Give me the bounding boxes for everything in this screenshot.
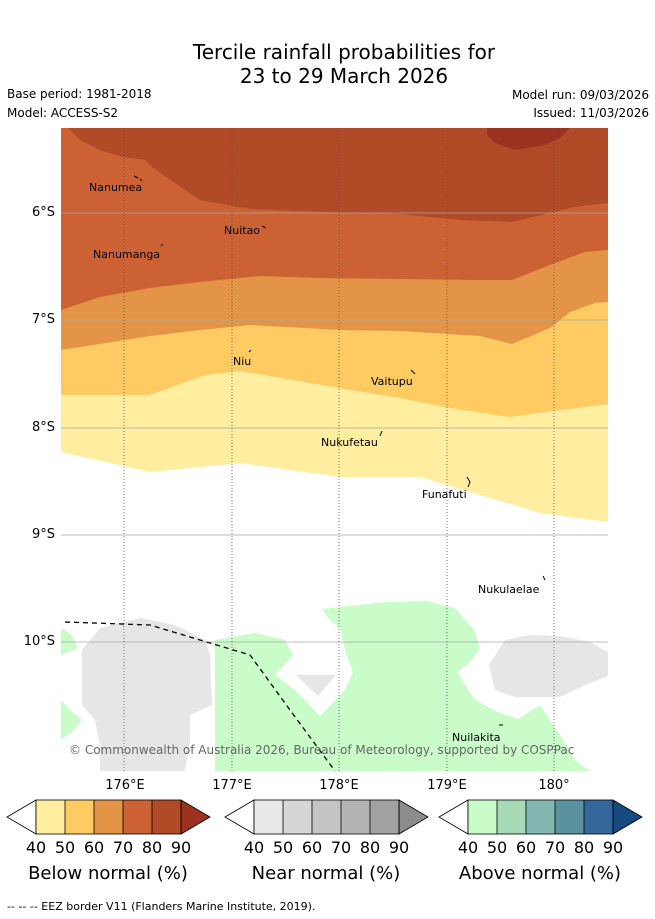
above-tick-40: 40 xyxy=(457,838,479,857)
island-vaitupu xyxy=(410,369,416,375)
above-normal-region-west xyxy=(61,628,78,655)
latitude-gridlines xyxy=(61,212,608,643)
near-normal-region-center xyxy=(296,675,336,696)
near-tick-50: 50 xyxy=(272,838,294,857)
island-nukulaelae xyxy=(542,575,546,581)
model-run: Model run: 09/03/2026 xyxy=(511,88,649,102)
longitude-gridlines xyxy=(123,128,555,771)
band-below-90 xyxy=(487,128,570,150)
colorbar-below-swatch-5 xyxy=(152,800,181,834)
colorbar-below-swatch-4 xyxy=(123,800,152,834)
colorbars xyxy=(6,799,643,835)
near-tick-40: 40 xyxy=(243,838,265,857)
above-tick-60: 60 xyxy=(515,838,537,857)
lon-label-178e: 178°E xyxy=(319,778,359,793)
lat-label-8s: 8°S xyxy=(31,420,55,435)
above-tick-50: 50 xyxy=(486,838,508,857)
colorbar-above-swatch-5 xyxy=(584,800,613,834)
above-tick-80: 80 xyxy=(573,838,595,857)
colorbar-below-min-arrow xyxy=(6,799,37,835)
below-tick-40: 40 xyxy=(25,838,47,857)
colorbar-near-swatch-4 xyxy=(341,800,370,834)
lon-label-180: 180° xyxy=(538,778,570,793)
place-nanumanga: Nanumanga xyxy=(93,248,161,261)
island-nukufetau xyxy=(379,430,383,437)
colorbar-near-max-arrow xyxy=(398,799,429,835)
colorbar-below-swatch-2 xyxy=(65,800,94,834)
copyright-credit: © Commonwealth of Australia 2026, Bureau… xyxy=(69,743,575,757)
colorbar-below-label: Below normal (%) xyxy=(28,863,188,884)
place-nuilakita: Nuilakita xyxy=(452,731,501,744)
colorbar-above-min-arrow xyxy=(438,799,469,835)
eez-legend-footer: -- -- -- EEZ border V11 (Flanders Marine… xyxy=(7,900,316,913)
place-niu: Niu xyxy=(233,355,252,368)
near-normal-region-east xyxy=(489,635,608,697)
above-normal-region xyxy=(215,601,590,771)
lat-label-7s: 7°S xyxy=(31,312,55,327)
island-nuitao xyxy=(261,225,267,229)
map-plot xyxy=(61,128,608,771)
below-tick-80: 80 xyxy=(141,838,163,857)
colorbar-near-label: Near normal (%) xyxy=(251,863,401,884)
near-normal-region-west xyxy=(82,618,212,771)
colorbar-near-swatch-3 xyxy=(312,800,341,834)
near-tick-80: 80 xyxy=(359,838,381,857)
below-tick-60: 60 xyxy=(83,838,105,857)
title-line-2: 23 to 29 March 2026 xyxy=(239,64,449,88)
eez-border xyxy=(64,621,336,771)
above-tick-70: 70 xyxy=(544,838,566,857)
colorbar-above-max-arrow xyxy=(612,799,643,835)
below-tick-70: 70 xyxy=(112,838,134,857)
issued-date: Issued: 11/03/2026 xyxy=(533,106,649,120)
band-below-80 xyxy=(61,128,608,222)
colorbar-near-swatch-5 xyxy=(370,800,399,834)
island-funafuti xyxy=(466,476,471,488)
island-niu xyxy=(248,349,252,353)
colorbar-near xyxy=(224,799,429,835)
island-nanumanga xyxy=(160,243,164,247)
chart-title: Tercile rainfall probabilities for 23 to… xyxy=(0,40,655,88)
lat-label-10s: 10°S xyxy=(23,634,55,649)
colorbar-near-swatch-1 xyxy=(254,800,283,834)
place-nanumea: Nanumea xyxy=(89,181,143,194)
lat-label-6s: 6°S xyxy=(31,205,55,220)
above-normal-region-southwest xyxy=(61,700,82,740)
base-period: Base period: 1981-2018 xyxy=(7,87,152,101)
colorbar-above xyxy=(438,799,643,835)
island-nanumea xyxy=(133,175,143,182)
colorbar-above-label: Above normal (%) xyxy=(458,863,622,884)
colorbar-near-swatch-2 xyxy=(283,800,312,834)
near-tick-60: 60 xyxy=(301,838,323,857)
below-tick-50: 50 xyxy=(54,838,76,857)
colorbar-above-swatch-4 xyxy=(555,800,584,834)
model-name: Model: ACCESS-S2 xyxy=(7,106,119,120)
above-tick-90: 90 xyxy=(602,838,624,857)
lon-label-176e: 176°E xyxy=(105,778,145,793)
title-line-1: Tercile rainfall probabilities for xyxy=(192,40,496,64)
colorbar-below xyxy=(6,799,211,835)
lat-label-9s: 9°S xyxy=(31,527,55,542)
colorbar-below-max-arrow xyxy=(180,799,211,835)
place-funafuti: Funafuti xyxy=(422,488,467,501)
place-vaitupu: Vaitupu xyxy=(371,375,413,388)
place-nuitao: Nuitao xyxy=(224,224,261,237)
below-tick-90: 90 xyxy=(170,838,192,857)
colorbar-below-swatch-3 xyxy=(94,800,123,834)
place-nukulaelae: Nukulaelae xyxy=(478,583,540,596)
colorbar-above-swatch-2 xyxy=(497,800,526,834)
place-nukufetau: Nukufetau xyxy=(321,436,378,449)
near-tick-70: 70 xyxy=(330,838,352,857)
colorbar-below-swatch-1 xyxy=(36,800,65,834)
island-markers xyxy=(133,175,546,726)
lon-label-177e: 177°E xyxy=(212,778,252,793)
colorbar-near-min-arrow xyxy=(224,799,255,835)
lon-label-179e: 179°E xyxy=(427,778,467,793)
colorbar-above-swatch-1 xyxy=(468,800,497,834)
near-tick-90: 90 xyxy=(388,838,410,857)
colorbar-above-swatch-3 xyxy=(526,800,555,834)
